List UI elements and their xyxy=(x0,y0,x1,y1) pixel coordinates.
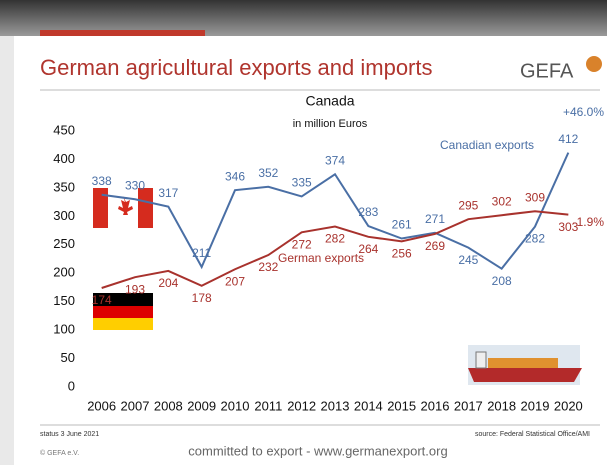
value-label: 269 xyxy=(425,239,445,253)
value-label: 232 xyxy=(258,260,278,274)
copyright: © GEFA e.V. xyxy=(40,449,79,457)
logo: GEFA xyxy=(520,60,574,82)
value-label: 282 xyxy=(325,232,345,246)
y-tick-label: 400 xyxy=(53,151,75,166)
value-label: 282 xyxy=(525,232,545,246)
value-label: 346 xyxy=(225,169,245,183)
value-label: 178 xyxy=(192,291,212,305)
y-tick-label: 0 xyxy=(68,378,75,393)
x-tick-label: 2019 xyxy=(521,398,550,413)
x-tick-label: 2015 xyxy=(387,398,416,413)
value-label: 245 xyxy=(458,253,478,267)
ship-icon xyxy=(468,345,582,385)
series-label: Canadian exports xyxy=(440,138,534,152)
value-label: 302 xyxy=(492,194,512,208)
series-line xyxy=(101,152,570,270)
value-label: 264 xyxy=(358,242,378,256)
x-tick-label: 2006 xyxy=(87,398,116,413)
logo-mark xyxy=(586,56,602,72)
status: status 3 June 2021 xyxy=(40,431,99,438)
x-tick-label: 2017 xyxy=(454,398,483,413)
x-tick-label: 2008 xyxy=(154,398,183,413)
x-tick-label: 2012 xyxy=(287,398,316,413)
x-tick-label: 2016 xyxy=(421,398,450,413)
value-label: 295 xyxy=(458,198,478,212)
x-tick-label: 2020 xyxy=(554,398,583,413)
source: source: Federal Statistical Office/AMI xyxy=(475,431,590,438)
y-tick-label: 250 xyxy=(53,236,75,251)
x-tick-label: 2013 xyxy=(321,398,350,413)
value-label: 207 xyxy=(225,274,245,288)
change-label: -1.9% xyxy=(573,215,605,229)
y-tick-label: 100 xyxy=(53,322,75,337)
value-label: 412 xyxy=(558,132,578,146)
slogan: committed to export - www.germanexport.o… xyxy=(188,443,447,458)
value-label: 256 xyxy=(392,247,412,261)
change-label: +46.0% xyxy=(563,105,604,119)
y-tick-label: 200 xyxy=(53,265,75,280)
x-tick-label: 2009 xyxy=(187,398,216,413)
value-label: 261 xyxy=(392,218,412,232)
x-tick-label: 2011 xyxy=(254,398,282,413)
accent-bar xyxy=(40,30,205,36)
value-label: 283 xyxy=(358,205,378,219)
value-label: 330 xyxy=(125,178,145,192)
page-title: German agricultural exports and imports xyxy=(40,55,433,80)
series-label: German exports xyxy=(278,251,364,265)
value-label: 352 xyxy=(258,166,278,180)
chart-title: Canada xyxy=(305,93,354,109)
x-tick-label: 2014 xyxy=(354,398,383,413)
value-label: 174 xyxy=(92,293,112,307)
y-tick-label: 150 xyxy=(53,293,75,308)
value-label: 272 xyxy=(292,237,312,251)
left-shadow xyxy=(0,36,14,465)
x-tick-label: 2018 xyxy=(487,398,516,413)
value-label: 335 xyxy=(292,176,312,190)
value-label: 208 xyxy=(492,274,512,288)
x-tick-label: 2010 xyxy=(221,398,250,413)
y-tick-label: 450 xyxy=(53,122,75,137)
y-tick-label: 350 xyxy=(53,179,75,194)
germany-flag xyxy=(93,293,153,330)
y-tick-label: 50 xyxy=(61,350,75,365)
value-label: 193 xyxy=(125,282,145,296)
value-label: 204 xyxy=(158,276,178,290)
value-label: 338 xyxy=(92,174,112,188)
value-label: 211 xyxy=(192,246,211,260)
value-label: 309 xyxy=(525,190,545,204)
value-label: 374 xyxy=(325,153,345,167)
value-label: 303 xyxy=(558,220,578,234)
x-tick-label: 2007 xyxy=(121,398,150,413)
y-tick-label: 300 xyxy=(53,208,75,223)
chart-subtitle: in million Euros xyxy=(293,118,368,130)
value-label: 317 xyxy=(158,186,178,200)
series-line xyxy=(101,210,569,289)
value-label: 271 xyxy=(425,212,445,226)
